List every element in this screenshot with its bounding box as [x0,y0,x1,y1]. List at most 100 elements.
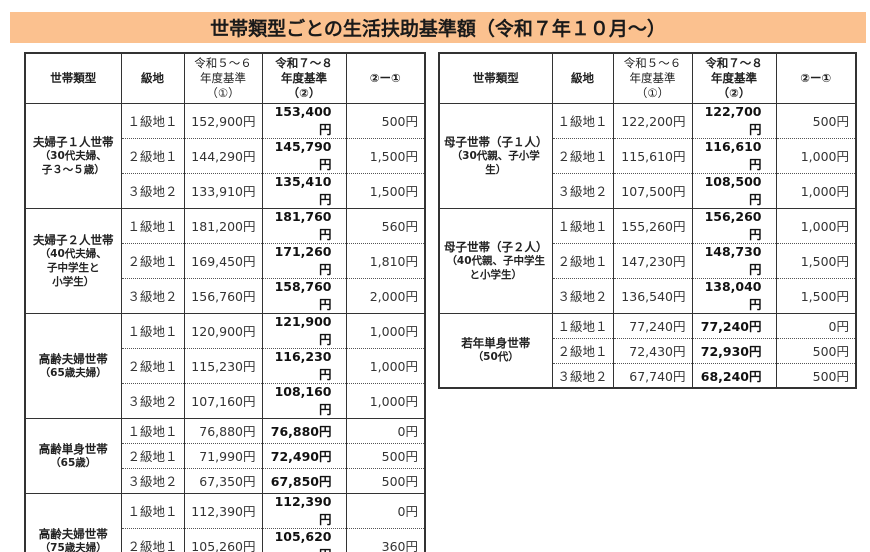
grade-cell: ２級地１ [120,243,185,279]
header-new-line3: （②） [717,85,751,100]
left-benefit-table: 世帯類型 級地 令和５～６ 年度基準 （①） 令和７～８ 年度基準 （②） ②ー… [24,52,426,552]
difference-cell: 1,000円 [345,348,426,384]
grade-cell: １級地１ [551,103,614,139]
header-household-type: 世帯類型 [438,53,553,104]
household-type-cell: 若年単身世帯 （50代） [438,313,553,389]
grade-cell: ３級地２ [551,278,614,314]
new-standard-cell: 67,850円 [261,468,347,494]
new-standard-cell: 72,490円 [261,443,347,469]
difference-cell: 1,000円 [345,313,426,349]
difference-cell: 0円 [345,418,426,444]
difference-cell: 360円 [345,528,426,552]
new-standard-cell: 156,260円 [691,208,777,244]
new-standard-cell: 148,730円 [691,243,777,279]
header-grade: 級地 [551,53,614,104]
household-type-name: 夫婦子２人世帯 [33,232,114,247]
old-standard-cell: 77,240円 [612,313,693,339]
grade-cell: ３級地２ [551,363,614,389]
grade-cell: １級地１ [120,208,185,244]
grade-cell: １級地１ [120,103,185,139]
difference-cell: 2,000円 [345,278,426,314]
old-standard-cell: 122,200円 [612,103,693,139]
old-standard-cell: 147,230円 [612,243,693,279]
header-old-line2: 年度基準 [629,70,676,85]
table-row: 高齢夫婦世帯 （65歳夫婦） １級地１ 120,900円 121,900円 1,000円 [24,313,426,419]
household-type-cell: 夫婦子１人世帯 （30代夫婦、 子３～５歳） [24,103,122,209]
difference-cell: 1,500円 [775,278,857,314]
new-standard-cell: 135,410円 [261,173,347,209]
new-standard-cell: 72,930円 [691,338,777,364]
table-row: ３級地２ 133,910円 135,410円 1,500円 [25,173,426,209]
difference-cell: 500円 [775,338,857,364]
header-new-standard: 令和７～８ 年度基準 （②） [261,53,347,104]
old-standard-cell: 71,990円 [183,443,263,469]
new-standard-cell: 108,500円 [691,173,777,209]
new-standard-cell: 68,240円 [691,363,777,389]
old-standard-cell: 105,260円 [183,528,263,552]
table-row: 夫婦子１人世帯 （30代夫婦、 子３～５歳） １級地１ 152,900円 153,400円… [24,103,426,209]
new-standard-cell: 116,610円 [691,138,777,174]
page-title: 世帯類型ごとの生活扶助基準額（令和７年１０月～） [10,12,866,43]
household-type-name: 母子世帯（子２人） [444,239,548,254]
header-old-line2: 年度基準 [200,70,246,85]
difference-cell: 1,810円 [345,243,426,279]
table-row: ３級地２ 107,500円 108,500円 1,000円 [439,173,857,209]
table-row: ２級地１ 71,990円 72,490円 500円 [25,443,426,469]
household-type-name: 高齢夫婦世帯 [38,526,108,541]
new-standard-cell: 108,160円 [261,383,347,419]
old-standard-cell: 112,390円 [183,493,263,529]
household-type-cell: 高齢夫婦世帯 （75歳夫婦） [24,493,122,552]
household-type-description: （65歳夫婦） [39,366,107,379]
grade-cell: ３級地２ [120,278,185,314]
new-standard-cell: 76,880円 [261,418,347,444]
new-standard-cell: 77,240円 [691,313,777,339]
difference-cell: 1,500円 [775,243,857,279]
old-standard-cell: 107,500円 [612,173,693,209]
difference-cell: 1,500円 [345,138,426,174]
household-type-description: （30代親、子小学 [451,149,540,162]
grade-cell: ３級地２ [120,383,185,419]
grade-cell: ３級地２ [551,173,614,209]
household-type-description: 子３～５歳） [41,163,105,176]
difference-cell: 500円 [775,363,857,389]
header-grade: 級地 [120,53,185,104]
table-row: ２級地１ 144,290円 145,790円 1,500円 [25,138,426,174]
household-type-cell: 高齢単身世帯 （65歳） [24,418,122,494]
old-standard-cell: 115,610円 [612,138,693,174]
old-standard-cell: 76,880円 [183,418,263,444]
table-row: 高齢夫婦世帯 （75歳夫婦） １級地１ 112,390円 112,390円 0円 [24,493,426,552]
new-standard-cell: 116,230円 [261,348,347,384]
grade-cell: ２級地１ [551,243,614,279]
header-new-standard: 令和７～８ 年度基準 （②） [691,53,777,104]
header-old-line3: （①） [635,85,670,100]
grade-cell: ２級地１ [120,138,185,174]
new-standard-cell: 158,760円 [261,278,347,314]
table-row: 若年単身世帯 （50代） １級地１ 77,240円 77,240円 0円 [438,313,857,389]
table-row: ３級地２ 156,760円 158,760円 2,000円 [25,278,426,314]
new-standard-cell: 181,760円 [261,208,347,244]
household-type-description: 生） [485,163,507,176]
difference-cell: 1,000円 [775,173,857,209]
household-type-name: 若年単身世帯 [461,336,531,351]
household-type-description: （40代夫婦、 [39,247,107,260]
household-type-name: 夫婦子１人世帯 [33,134,114,149]
old-standard-cell: 67,740円 [612,363,693,389]
new-standard-cell: 153,400円 [261,103,347,139]
header-new-line2: 年度基準 [711,70,757,85]
household-type-description: （30代夫婦、 [39,149,107,162]
grade-cell: １級地１ [551,208,614,244]
old-standard-cell: 136,540円 [612,278,693,314]
table-row: ２級地１ 115,610円 116,610円 1,000円 [439,138,857,174]
header-old-line1: 令和５～６ [194,55,252,70]
old-standard-cell: 155,260円 [612,208,693,244]
household-type-description: （65歳） [50,456,97,469]
old-standard-cell: 156,760円 [183,278,263,314]
header-new-line3: （②） [287,85,321,100]
table-row: 夫婦子２人世帯 （40代夫婦、 子中学生と 小学生） １級地１ 181,200円 181,7… [24,208,426,314]
old-standard-cell: 72,430円 [612,338,693,364]
old-standard-cell: 181,200円 [183,208,263,244]
table-row: ２級地１ 147,230円 148,730円 1,500円 [439,243,857,279]
difference-cell: 0円 [775,313,857,339]
header-difference: ②ー① [775,53,857,104]
header-row: 世帯類型 級地 令和５～６ 年度基準 （①） 令和７～８ 年度基準 （②） ②ー… [24,53,426,104]
